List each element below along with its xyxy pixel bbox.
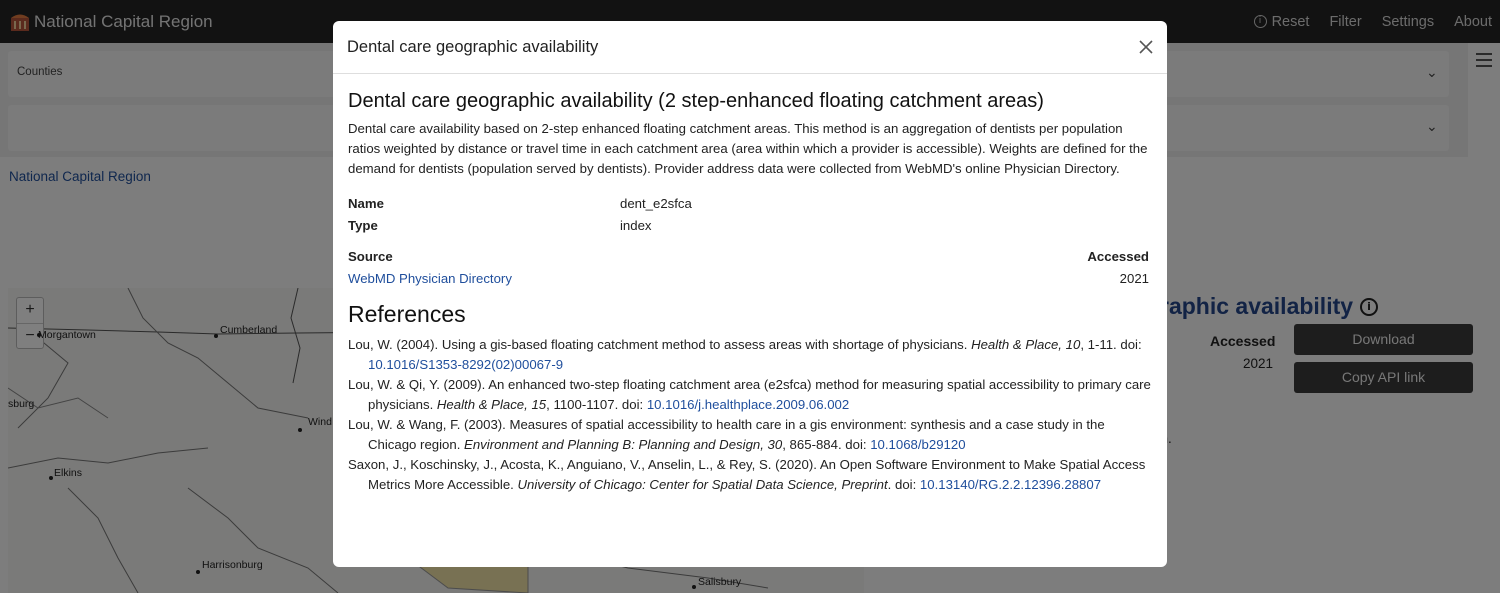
reference-text: Lou, W. (2004). Using a gis-based floati… — [348, 337, 972, 352]
reference-pages: , 1-11. doi: — [1080, 337, 1142, 352]
reference-item: Lou, W. (2004). Using a gis-based floati… — [348, 335, 1154, 375]
name-label: Name — [348, 195, 384, 211]
meta-row-type: Type index — [348, 214, 1152, 236]
reference-item: Lou, W. & Wang, F. (2003). Measures of s… — [348, 415, 1154, 455]
reference-doi-link[interactable]: 10.13140/RG.2.2.12396.28807 — [919, 477, 1102, 492]
reference-text: Saxon, J., Koschinsky, J., Acosta, K., A… — [348, 457, 1146, 492]
reference-item: Lou, W. & Qi, Y. (2009). An enhanced two… — [348, 375, 1154, 415]
variable-heading: Dental care geographic availability (2 s… — [348, 90, 1044, 112]
variable-description: Dental care availability based on 2-step… — [348, 121, 1148, 176]
reference-doi-link[interactable]: 10.1016/S1353-8292(02)00067-9 — [368, 357, 564, 372]
name-value: dent_e2sfca — [620, 195, 692, 211]
dialog-header: Dental care geographic availability — [333, 21, 1167, 74]
type-label: Type — [348, 217, 378, 233]
reference-doi-link[interactable]: 10.1068/b29120 — [870, 437, 966, 452]
reference-pages: , 865-884. doi: — [782, 437, 871, 452]
reference-journal: Health & Place, 10 — [971, 337, 1081, 352]
reference-doi-link[interactable]: 10.1016/j.healthplace.2009.06.002 — [646, 397, 850, 412]
reference-item: Saxon, J., Koschinsky, J., Acosta, K., A… — [348, 455, 1154, 495]
source-accessed-value: 2021 — [1119, 271, 1149, 286]
references-heading: References — [348, 301, 466, 327]
reference-text: Lou, W. & Wang, F. (2003). Measures of s… — [348, 417, 1105, 452]
dialog-title: Dental care geographic availability — [347, 38, 599, 56]
source-label: Source — [348, 249, 393, 264]
reference-journal: Environment and Planning B: Planning and… — [464, 437, 783, 452]
reference-journal: Health & Place, 15 — [436, 397, 547, 412]
reference-pages: . doi: — [887, 477, 920, 492]
source-accessed-label: Accessed — [1087, 249, 1149, 264]
type-value: index — [620, 217, 652, 233]
reference-text: Lou, W. & Qi, Y. (2009). An enhanced two… — [348, 377, 1151, 412]
source-section: Source WebMD Physician Directory Accesse… — [348, 249, 1152, 293]
references-list: Lou, W. (2004). Using a gis-based floati… — [348, 335, 1152, 495]
variable-info-dialog: Dental care geographic availability Dent… — [333, 21, 1167, 567]
meta-table: Name dent_e2sfca Type index — [348, 192, 1152, 236]
close-icon[interactable] — [1137, 38, 1155, 56]
reference-pages: , 1100-1107. doi: — [546, 397, 647, 412]
reference-journal: University of Chicago: Center for Spatia… — [517, 477, 888, 492]
dialog-body: Dental care geographic availability (2 s… — [333, 74, 1167, 495]
source-link[interactable]: WebMD Physician Directory — [348, 271, 512, 286]
meta-row-name: Name dent_e2sfca — [348, 192, 1152, 214]
